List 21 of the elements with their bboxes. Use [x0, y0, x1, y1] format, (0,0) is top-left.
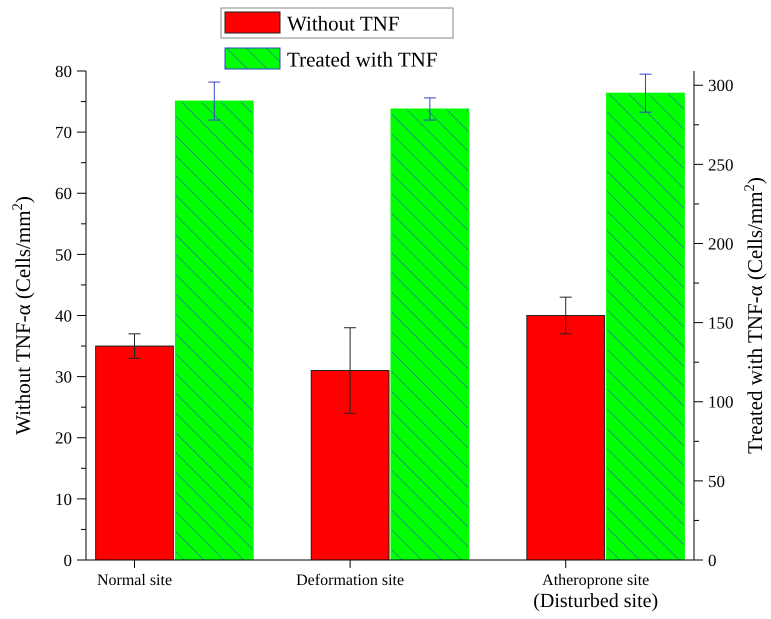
y-tick-label: 40: [55, 306, 72, 326]
y-tick-label: 50: [55, 245, 72, 264]
y2-tick-label: 250: [708, 155, 734, 174]
y2-tick-label: 50: [708, 472, 725, 491]
x-tick-label: Atheroprone site (Disturbed site): [533, 572, 658, 612]
y2-tick-label: 150: [708, 314, 734, 333]
x-tick-label: Normal site: [96, 572, 172, 589]
y2-tick-label: 100: [708, 392, 734, 412]
y2-tick-label: 0: [708, 550, 716, 570]
y-tick-label: 0: [64, 550, 72, 570]
y-tick-label: 30: [55, 368, 72, 387]
y-tick-label: 70: [55, 123, 72, 142]
y-tick-label: 20: [55, 428, 72, 448]
y2-tick-label: 200: [708, 234, 734, 254]
legend-label: Treated with TNF: [287, 47, 438, 72]
y-tick-label: 80: [55, 62, 72, 81]
x-tick-label: Deformation site: [296, 572, 404, 589]
y-tick-label: 10: [55, 490, 72, 509]
y2-tick-label: 300: [708, 76, 734, 96]
legend-label: Without TNF: [287, 11, 400, 36]
y-tick-label: 60: [55, 184, 72, 204]
